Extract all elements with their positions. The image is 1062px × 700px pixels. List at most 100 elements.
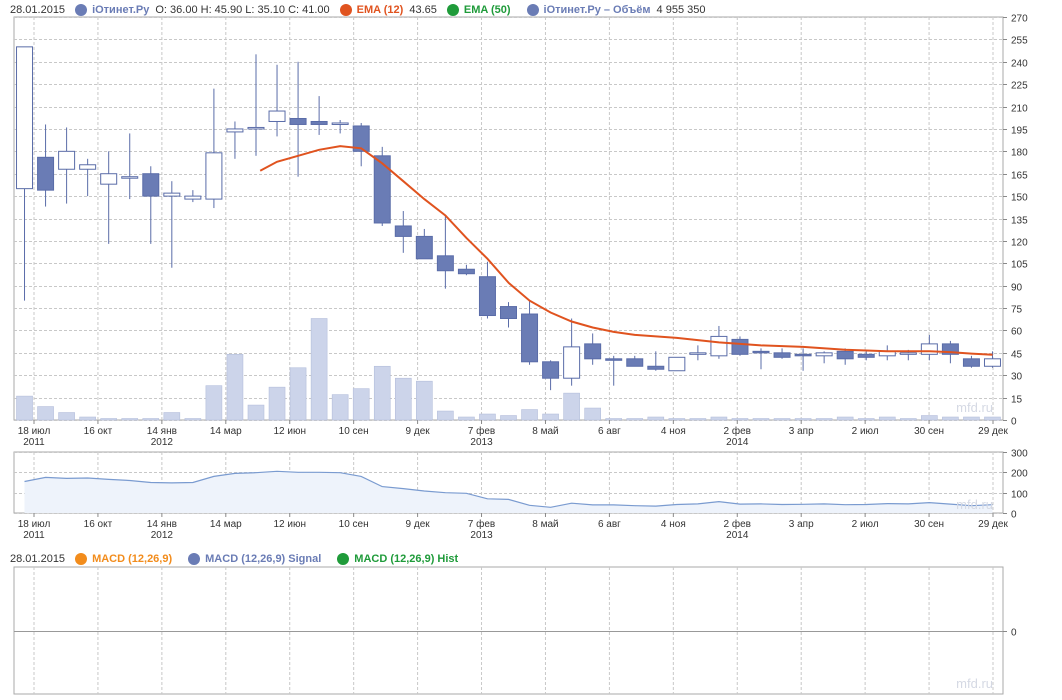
volume-bar — [163, 412, 181, 421]
volume-bar — [184, 418, 202, 421]
candle-body — [752, 350, 770, 354]
x-tick-label: 16 окт — [84, 426, 113, 437]
volume-bar — [752, 418, 770, 421]
candle-body — [289, 117, 307, 125]
navigator-area — [24, 471, 993, 513]
candle-body — [857, 353, 875, 358]
x-tick-label: 30 сен — [914, 426, 944, 437]
y-tick-label: 15 — [1011, 395, 1023, 406]
legend-series-name: iОтинет.Ру – Объём — [543, 4, 651, 16]
candle-body — [352, 125, 370, 152]
legend-item[interactable]: iОтинет.Ру O: 36.00 H: 45.90 L: 35.10 C: … — [75, 4, 330, 16]
nav-y-label: 200 — [1011, 469, 1028, 480]
volume-bar — [731, 418, 749, 421]
y-tick-label: 150 — [1011, 193, 1028, 204]
x-tick-year: 2012 — [151, 437, 174, 448]
y-tick-label: 75 — [1011, 305, 1023, 316]
nav-x-tick-year: 2013 — [470, 530, 493, 541]
volume-bar — [352, 388, 370, 421]
candle-body — [16, 46, 34, 190]
legend-dot-icon — [337, 553, 350, 565]
legend-item[interactable]: EMA (50) — [446, 4, 517, 16]
x-tick-label: 9 дек — [406, 426, 431, 437]
candle-body — [37, 156, 55, 191]
nav-x-tick-label: 16 окт — [84, 519, 113, 530]
legend-series-value: O: 36.00 H: 45.90 L: 35.10 C: 41.00 — [155, 4, 330, 16]
nav-x-tick-label: 12 июн — [273, 519, 306, 530]
y-tick-label: 210 — [1011, 104, 1028, 115]
legend-dot-icon — [75, 553, 88, 565]
x-tick-label: 2 июл — [852, 426, 879, 437]
nav-x-tick-label: 3 апр — [789, 519, 814, 530]
candle-body — [310, 120, 328, 125]
volume-bar — [773, 418, 791, 421]
volume-bar — [836, 416, 854, 421]
candle-body — [247, 126, 265, 130]
volume-bar — [605, 418, 623, 421]
y-tick-label: 180 — [1011, 148, 1028, 159]
volume-bar — [710, 416, 728, 421]
volume-bar — [500, 415, 517, 421]
nav-y-label: 100 — [1011, 490, 1028, 501]
legend-item[interactable]: EMA (12) 43.65 — [339, 4, 437, 16]
legend-item[interactable]: iОтинет.Ру – Объём 4 955 350 — [526, 4, 705, 16]
volume-bar — [668, 418, 686, 421]
legend-date: 28.01.2015 — [10, 4, 66, 16]
candle-body — [394, 225, 412, 237]
candle-body — [647, 365, 665, 370]
legend-series-name: MACD (12,26,9) — [92, 553, 173, 565]
volume-bar — [142, 418, 160, 421]
legend-macd: 28.01.2015 MACD (12,26,9) MACD (12,26,9) … — [10, 551, 474, 567]
y-tick-label: 105 — [1011, 260, 1028, 271]
candle-body — [920, 343, 938, 355]
x-tick-label: 14 мар — [210, 426, 242, 437]
legend-main: 28.01.2015 iОтинет.Ру O: 36.00 H: 45.90 L… — [10, 2, 715, 18]
volume-bar — [121, 418, 139, 421]
volume-bar — [394, 377, 412, 421]
candle-body — [142, 173, 160, 197]
candle-body — [226, 128, 244, 133]
candle-body — [205, 152, 223, 200]
volume-bar — [331, 394, 349, 421]
x-tick-year: 2011 — [23, 437, 45, 448]
legend-dot-icon — [188, 553, 201, 565]
volume-bar — [58, 412, 75, 421]
volume-bar — [373, 365, 391, 421]
legend-item[interactable]: MACD (12,26,9) — [75, 553, 178, 565]
nav-x-tick-label: 9 дек — [406, 519, 431, 530]
volume-bar — [563, 392, 580, 421]
macd-y-label: 0 — [1011, 628, 1017, 639]
x-tick-label: 8 май — [532, 426, 558, 437]
candle-body — [626, 358, 644, 367]
volume-bar — [37, 406, 54, 421]
volume-bar — [289, 367, 307, 421]
y-tick-label: 90 — [1011, 283, 1023, 294]
volume-bar — [205, 385, 223, 421]
candle-body — [773, 352, 791, 358]
candle-body — [794, 353, 812, 357]
candle-body — [415, 235, 433, 260]
watermark: mfd.ru — [956, 497, 993, 512]
nav-x-tick-label: 4 ноя — [661, 519, 686, 530]
volume-bar — [626, 418, 644, 421]
candle-body — [731, 338, 749, 355]
candle-body — [184, 195, 202, 200]
candle-body — [79, 164, 97, 170]
legend-item[interactable]: MACD (12,26,9) Hist — [337, 553, 464, 565]
volume-bar — [16, 395, 33, 421]
y-tick-label: 30 — [1011, 372, 1023, 383]
nav-x-tick-year: 2011 — [23, 530, 45, 541]
legend-series-name: MACD (12,26,9) Signal — [205, 553, 322, 565]
candle-body — [584, 343, 602, 360]
x-tick-year: 2014 — [726, 437, 749, 448]
watermark: mfd.ru — [956, 676, 993, 691]
legend-item[interactable]: MACD (12,26,9) Signal — [188, 553, 327, 565]
candle-body — [478, 276, 496, 317]
candle-body — [436, 255, 454, 272]
volume-bar — [310, 318, 328, 421]
legend-dot-icon — [526, 4, 539, 16]
x-tick-label: 3 апр — [789, 426, 814, 437]
candle-body — [689, 352, 707, 355]
nav-x-tick-label: 14 янв — [147, 519, 177, 530]
legend-dot-icon — [339, 4, 352, 16]
